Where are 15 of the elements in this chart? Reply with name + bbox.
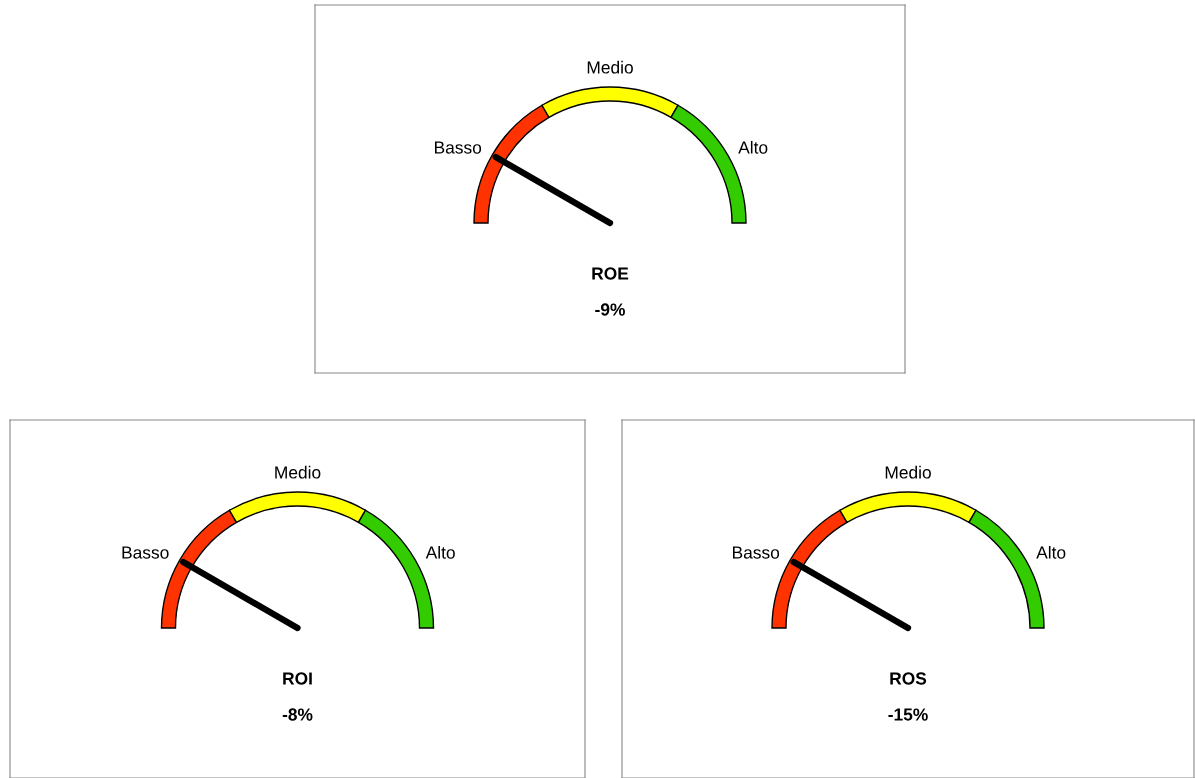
slice-label: Alto (738, 140, 768, 154)
text: ROS (890, 672, 927, 685)
text: ROI (283, 672, 312, 685)
slice-label: Medio (275, 465, 321, 479)
slice-label: Alto (425, 545, 455, 559)
slice-label: Medio (885, 465, 931, 479)
slice-label: Medio (587, 60, 633, 74)
text: ROE (592, 267, 629, 280)
text: -8% (282, 708, 313, 721)
slice-label: Basso (435, 141, 482, 154)
text: -15% (888, 708, 928, 721)
text: -9% (595, 303, 625, 316)
slice-label: Basso (122, 546, 169, 559)
slice-label: Alto (1036, 545, 1066, 559)
slice-label: Basso (733, 546, 780, 559)
